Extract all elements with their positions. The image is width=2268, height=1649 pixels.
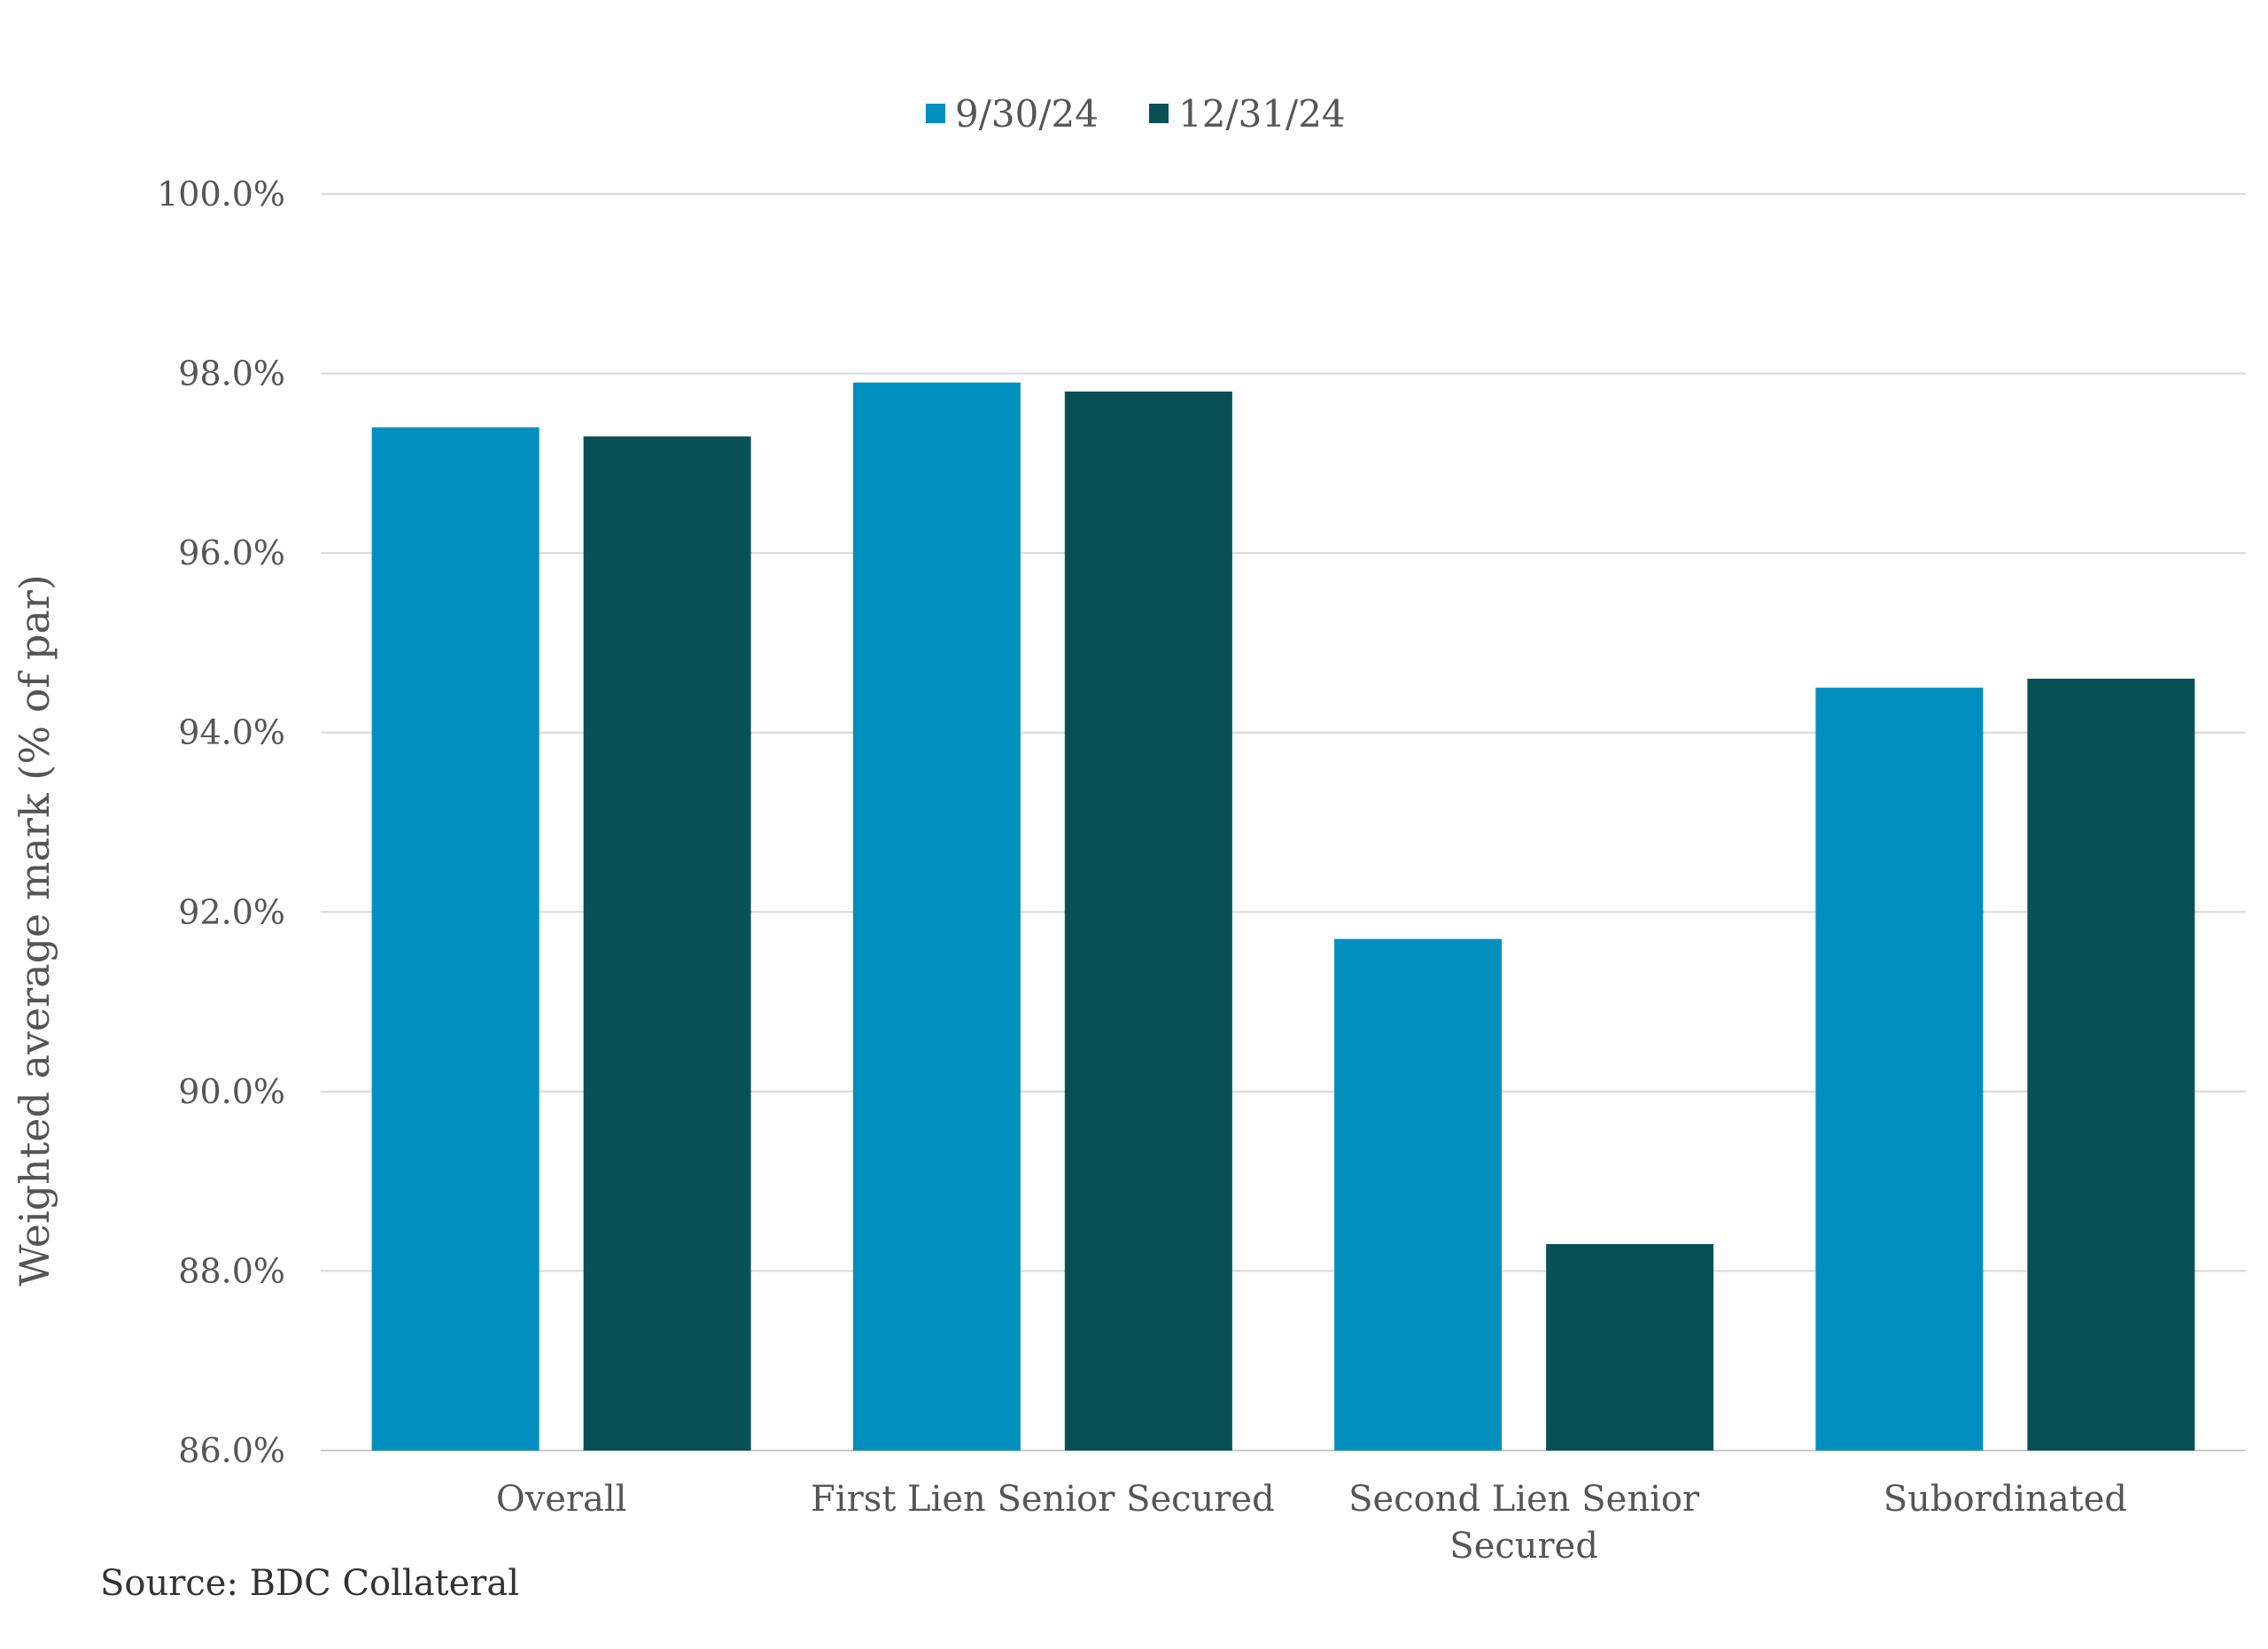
bar xyxy=(583,436,751,1451)
category-label: Subordinated xyxy=(1884,1479,2127,1520)
bars xyxy=(371,382,2195,1451)
bar xyxy=(1064,391,1232,1451)
y-tick-label: 98.0% xyxy=(178,354,285,393)
y-axis-title: Weighted average mark (% of par) xyxy=(11,574,58,1287)
y-tick-label: 92.0% xyxy=(178,892,285,931)
y-tick-label: 90.0% xyxy=(178,1072,285,1111)
y-tick-label: 88.0% xyxy=(178,1251,285,1290)
y-tick-label: 100.0% xyxy=(157,175,285,214)
category-label: Second Lien Senior Secured xyxy=(1348,1479,1700,1567)
category-label: Overall xyxy=(496,1479,627,1520)
legend-label: 12/31/24 xyxy=(1178,92,1346,136)
y-tick-labels: 86.0% 88.0% 90.0% 92.0% 94.0% 96.0% 98.0% 100.0… xyxy=(157,175,285,1470)
bar xyxy=(1334,938,1503,1451)
y-tick-label: 94.0% xyxy=(178,713,285,752)
source-note: Source: BDC Collateral xyxy=(100,1563,519,1604)
category-label: First Lien Senior Secured xyxy=(811,1479,1275,1520)
legend-swatch xyxy=(926,104,945,123)
legend-label: 9/30/24 xyxy=(955,92,1099,136)
legend: 9/30/24 12/31/24 xyxy=(926,92,1346,136)
bar xyxy=(371,427,540,1451)
bar xyxy=(2027,678,2195,1451)
y-tick-label: 86.0% xyxy=(178,1431,285,1470)
y-tick-label: 96.0% xyxy=(178,533,285,572)
bar xyxy=(852,382,1021,1451)
category-labels: Overall First Lien Senior Secured Second L… xyxy=(496,1479,2127,1567)
legend-swatch xyxy=(1149,104,1169,123)
bar xyxy=(1815,688,1984,1451)
bar xyxy=(1546,1244,1714,1451)
